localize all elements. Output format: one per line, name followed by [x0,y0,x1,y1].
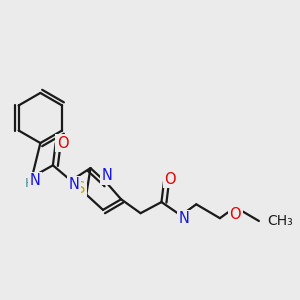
Text: N: N [102,168,112,183]
Text: N: N [29,173,40,188]
Text: N: N [69,177,80,192]
Text: H: H [66,182,76,195]
Text: O: O [165,172,176,187]
Text: S: S [76,182,86,196]
Text: H: H [25,178,35,190]
Text: O: O [230,206,241,221]
Text: O: O [57,136,68,151]
Text: CH₃: CH₃ [267,214,293,228]
Text: H: H [176,216,186,229]
Text: N: N [179,211,190,226]
